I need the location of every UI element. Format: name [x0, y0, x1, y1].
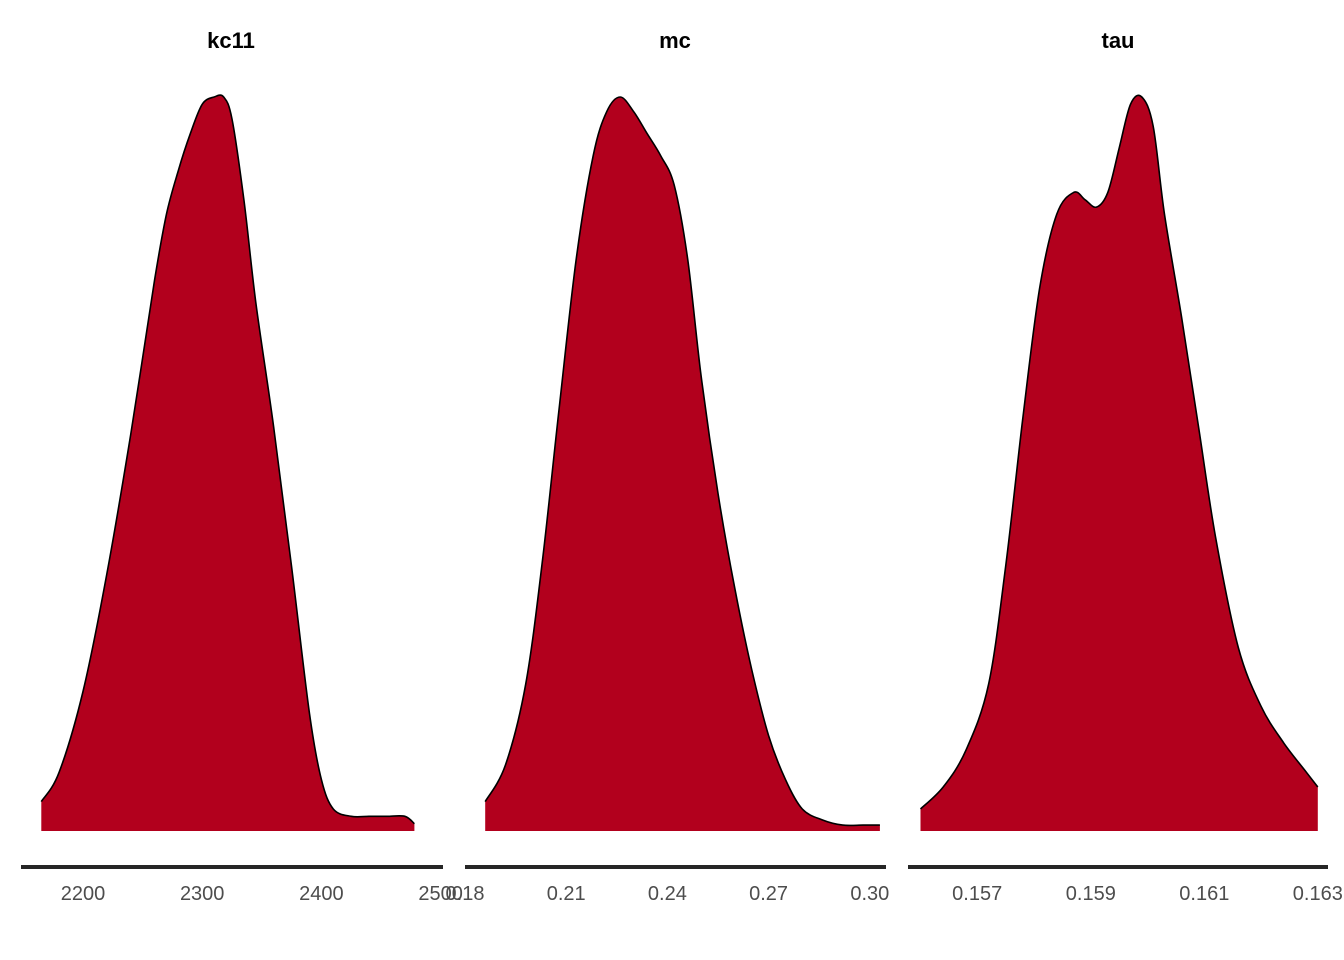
x-tick-label-tau: 0.159: [1066, 883, 1116, 905]
x-tick-label-tau: 0.163: [1293, 883, 1343, 905]
x-tick-label-mc: 0.24: [648, 883, 687, 905]
density-area-mc: [485, 97, 880, 831]
density-outline-kc11: [40, 94, 415, 825]
panel-title-tau: tau: [1102, 28, 1135, 53]
x-tick-label-kc11: 2300: [180, 883, 225, 905]
panel-title-kc11: kc11: [207, 28, 255, 53]
x-tick-label-mc: 0.27: [749, 883, 788, 905]
x-tick-label-mc: 0.21: [547, 883, 586, 905]
panel-title-mc: mc: [659, 28, 691, 53]
x-tick-label-mc: 0.30: [850, 883, 889, 905]
density-outline-mc: [484, 96, 880, 827]
x-tick-label-tau: 0.157: [952, 883, 1002, 905]
x-tick-label-mc: 0.18: [446, 883, 485, 905]
panel-mc: mc 0.18 0.21 0.24 0.27 0.30: [446, 28, 890, 905]
x-tick-label-kc11: 2200: [61, 883, 106, 905]
panel-tau: tau 0.157 0.159 0.161 0.163: [908, 28, 1343, 905]
x-tick-label-tau: 0.161: [1179, 883, 1229, 905]
x-tick-label-kc11: 2400: [299, 883, 344, 905]
density-outline-tau: [919, 94, 1319, 810]
panel-kc11: kc11 2200 2300 2400 2500: [21, 28, 463, 905]
x-tick-label-kc11: 2500: [418, 883, 463, 905]
density-area-kc11: [41, 95, 415, 831]
density-area-tau: [920, 95, 1318, 831]
